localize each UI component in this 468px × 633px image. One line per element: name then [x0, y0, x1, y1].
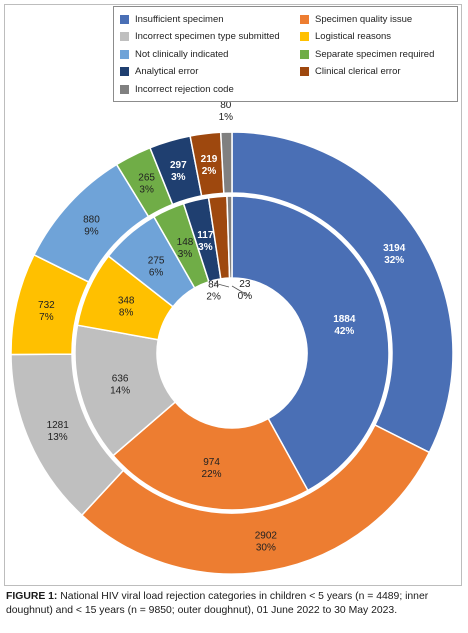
inner-percent-label-8: 0% — [238, 291, 253, 302]
legend-item-specimen-quality-issue: Specimen quality issue — [300, 12, 412, 26]
caption-text: National HIV viral load rejection catego… — [6, 591, 429, 616]
legend-swatch — [120, 32, 129, 41]
outer-percent-label-8: 1% — [219, 112, 234, 123]
leader-line-1 — [213, 282, 230, 288]
outer-slice-incorrect-rejection-code — [219, 131, 233, 194]
outer-value-label-2: 1281 — [47, 420, 70, 431]
outer-percent-label-1: 30% — [256, 542, 276, 553]
outer-value-label-3: 732 — [38, 300, 55, 311]
outer-value-label-6: 297 — [170, 160, 187, 171]
inner-percent-label-5: 3% — [178, 249, 193, 260]
legend-swatch — [120, 14, 129, 24]
legend-item-clinical-clerical-error: Clinical clerical error — [300, 65, 401, 79]
outer-percent-label-3: 7% — [39, 312, 54, 323]
legend-swatch — [300, 49, 309, 59]
doughnut-chart: 188442%97422%63614%3488%2756%1483%1173%8… — [10, 100, 454, 575]
inner-value-label-0: 1884 — [333, 314, 356, 325]
legend-label: Clinical clerical error — [315, 66, 401, 77]
legend-swatch — [120, 49, 129, 59]
outer-percent-label-4: 9% — [84, 226, 99, 237]
legend-label: Incorrect rejection code — [135, 83, 234, 95]
legend-label: Incorrect specimen type submitted — [135, 31, 280, 42]
outer-value-label-5: 265 — [138, 173, 155, 184]
inner-value-label-1: 974 — [203, 457, 220, 468]
inner-slice-insufficient-specimen — [231, 195, 390, 492]
inner-percent-label-3: 8% — [119, 308, 134, 319]
inner-percent-label-1: 22% — [202, 469, 222, 480]
inner-value-label-4: 275 — [148, 255, 165, 266]
inner-percent-label-2: 14% — [110, 386, 130, 397]
figure-caption: FIGURE 1: National HIV viral load reject… — [6, 590, 462, 617]
legend-item-incorrect-specimen-type-submitted: Incorrect specimen type submitted — [120, 30, 280, 44]
legend-swatch — [120, 67, 129, 76]
leader-line-0 — [231, 285, 250, 297]
legend-label: Analytical error — [135, 66, 199, 77]
inner-slice-incorrect-rejection-code — [226, 195, 233, 279]
legend-item-analytical-error: Analytical error — [120, 65, 198, 79]
legend-label: Logistical reasons — [315, 31, 392, 42]
outer-slice-specimen-quality-issue — [80, 423, 431, 575]
inner-percent-label-7: 2% — [206, 291, 221, 302]
inner-slice-specimen-quality-issue — [112, 400, 309, 511]
outer-slice-insufficient-specimen — [231, 131, 454, 454]
inner-value-label-5: 148 — [177, 237, 194, 248]
legend-label: Not clinically indicated — [135, 48, 229, 60]
outer-percent-label-7: 2% — [202, 166, 217, 177]
outer-value-label-0: 3194 — [383, 243, 406, 254]
legend-item-incorrect-rejection-code: Incorrect rejection code — [120, 82, 234, 96]
inner-value-label-6: 117 — [197, 230, 214, 241]
legend-item-logistical-reasons: Logistical reasons — [300, 30, 391, 44]
legend-swatch — [120, 84, 129, 94]
legend-label: Separate specimen required — [315, 48, 435, 60]
legend-swatch — [300, 67, 309, 76]
legend-label: Insufficient specimen — [135, 13, 224, 25]
legend-item-insufficient-specimen: Insufficient specimen — [120, 12, 224, 26]
inner-value-label-7: 84 — [208, 279, 220, 290]
legend-item-separate-specimen-required: Separate specimen required — [300, 47, 434, 61]
outer-percent-label-0: 32% — [384, 255, 404, 266]
outer-percent-label-6: 3% — [171, 172, 186, 183]
inner-value-label-3: 348 — [118, 296, 135, 307]
inner-percent-label-6: 3% — [198, 242, 213, 253]
inner-value-label-8: 23 — [239, 279, 251, 290]
inner-percent-label-4: 6% — [149, 267, 164, 278]
outer-value-label-7: 219 — [201, 154, 218, 165]
outer-value-label-1: 2902 — [255, 530, 278, 541]
caption-label: FIGURE 1: — [6, 591, 58, 602]
legend-label: Specimen quality issue — [315, 13, 413, 25]
legend-swatch — [300, 32, 309, 41]
outer-percent-label-5: 3% — [139, 185, 154, 196]
outer-value-label-4: 880 — [83, 214, 100, 225]
chart-legend: Insufficient specimen Specimen quality is… — [113, 6, 458, 102]
legend-swatch — [300, 14, 309, 24]
outer-value-label-8: 80 — [220, 100, 232, 111]
outer-percent-label-2: 13% — [48, 432, 68, 443]
inner-percent-label-0: 42% — [334, 326, 354, 337]
inner-value-label-2: 636 — [112, 374, 129, 385]
legend-item-not-clinically-indicated: Not clinically indicated — [120, 47, 228, 61]
